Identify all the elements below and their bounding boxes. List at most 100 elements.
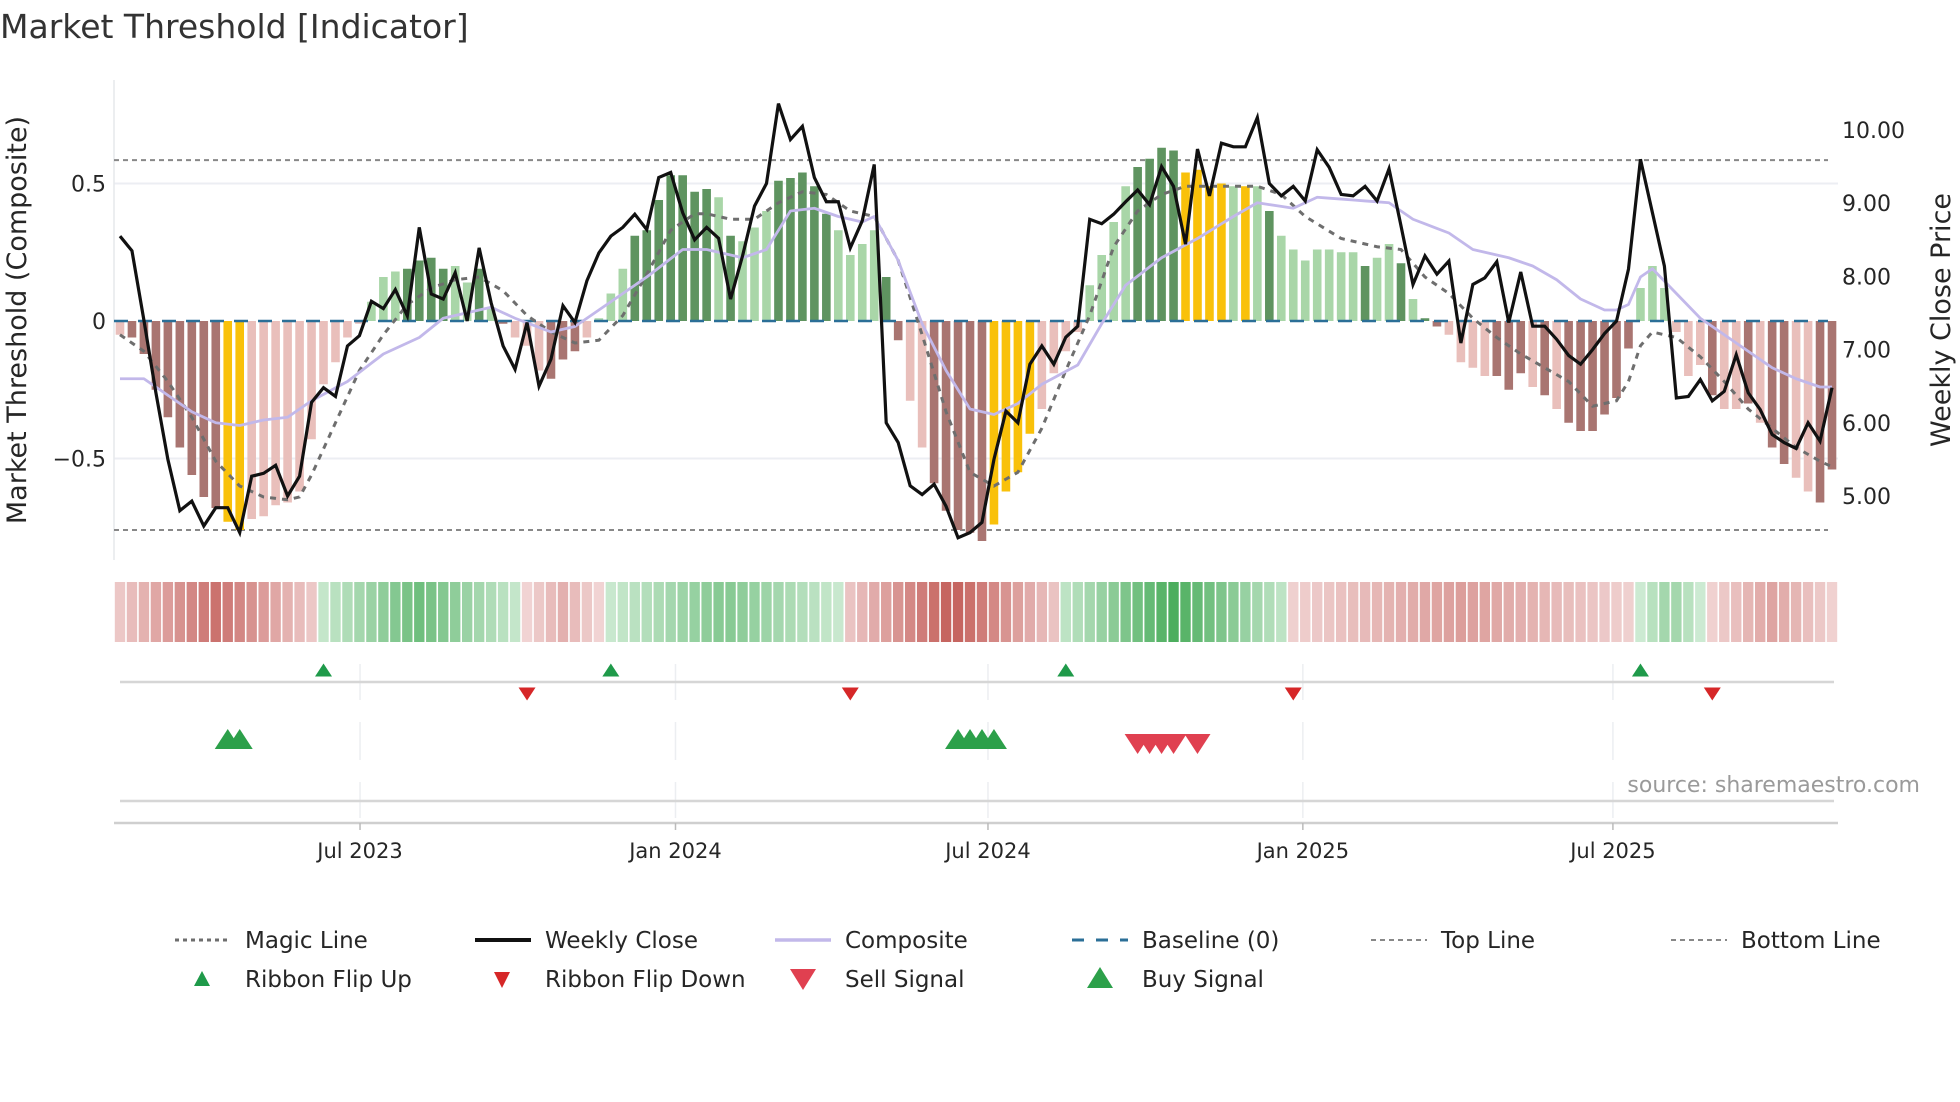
ribbon-cell [210, 582, 221, 642]
ribbon-cell [246, 582, 257, 642]
composite-bar [714, 197, 723, 321]
buy-signal-icon [226, 729, 253, 749]
composite-bar [1276, 235, 1286, 321]
composite-bar [810, 186, 819, 321]
ribbon-cell [1647, 582, 1658, 642]
composite-bar [295, 321, 304, 492]
ribbon-cell [126, 582, 138, 642]
buy-signal-legend-icon [1087, 967, 1113, 988]
composite-bar [1731, 321, 1741, 409]
ribbon-cell [653, 582, 664, 642]
composite-bar [1432, 321, 1442, 327]
composite-bar [1157, 147, 1166, 321]
composite-bar [582, 321, 592, 338]
composite-bar [1827, 321, 1837, 470]
composite-bar [271, 321, 280, 506]
ribbon-strip [114, 582, 1838, 642]
composite-bar [702, 189, 711, 321]
ribbon-cell [282, 582, 293, 642]
composite-bar [1013, 321, 1023, 473]
composite-bar [1408, 299, 1418, 321]
composite-bar [355, 321, 364, 324]
ribbon-cell [1347, 582, 1359, 642]
composite-bar [1097, 255, 1107, 321]
composite-bar [1444, 321, 1454, 335]
ribbon-cell [1288, 582, 1299, 642]
composite-bar [187, 321, 197, 475]
composite-bar [654, 200, 664, 321]
composite-bar [965, 321, 975, 533]
composite-bar [247, 321, 256, 519]
ribbon-flip-up-icon [602, 663, 620, 677]
composite-bar [139, 321, 149, 354]
y-tick-label: −0.5 [53, 448, 106, 473]
ribbon-cell [1120, 582, 1131, 642]
composite-bar [367, 301, 376, 321]
composite-bar [450, 266, 460, 321]
ribbon-cell [378, 582, 389, 642]
composite-bar [1360, 266, 1370, 321]
legend-label: Weekly Close [545, 928, 698, 954]
composite-bar [1265, 211, 1274, 321]
ribbon-cell [1204, 582, 1215, 642]
ribbon-cell [174, 582, 186, 642]
ribbon-cell [342, 582, 353, 642]
left-y-ticks: 0.5 0 −0.5 [53, 173, 106, 473]
composite-bar [1049, 321, 1059, 374]
composite-bar [1001, 321, 1011, 492]
ribbon-cell [1252, 582, 1263, 642]
ribbon-cell [186, 582, 198, 642]
composite-bar [1612, 321, 1621, 398]
x-tick-label: Jan 2024 [627, 839, 722, 863]
composite-bar [726, 235, 735, 321]
composite-bar [570, 321, 580, 352]
composite-bar [857, 244, 867, 321]
ribbon-cell [1766, 582, 1778, 642]
ribbon-cell [557, 582, 569, 642]
ribbon-cell [940, 582, 952, 642]
ribbon-cell [1180, 582, 1191, 642]
ribbon-cell [438, 582, 449, 642]
composite-bar [403, 268, 412, 321]
ribbon-cell [497, 582, 509, 642]
ribbon-cell [569, 582, 581, 642]
ribbon-cell [1599, 582, 1610, 642]
ribbon-cell [1587, 582, 1598, 642]
legend-item: Composite [775, 928, 968, 954]
composite-bar [534, 321, 544, 371]
ribbon-cell [114, 582, 126, 642]
composite-bar [307, 321, 316, 440]
composite-bar [1588, 321, 1597, 431]
composite-bar [953, 321, 963, 530]
ribbon-cell [1778, 582, 1790, 642]
composite-bar [905, 321, 915, 401]
ribbon-flip-down-icon [841, 687, 859, 701]
ribbon-cell [1455, 582, 1467, 642]
composite-bar [1085, 285, 1095, 321]
composite-bar [414, 260, 424, 321]
composite-bar [1707, 321, 1717, 396]
ribbon-cell [1407, 582, 1419, 642]
ribbon-cell [1312, 582, 1323, 642]
legend-label: Top Line [1440, 928, 1535, 954]
composite-bar [1504, 321, 1514, 390]
ribbon-cell [1228, 582, 1239, 642]
legend-item: Buy Signal [1087, 967, 1264, 993]
ribbon-cell [270, 582, 281, 642]
ribbon-cell [1168, 582, 1179, 642]
ribbon-cell [1623, 582, 1634, 642]
legend-item: Bottom Line [1671, 928, 1881, 954]
ribbon-cell [1695, 582, 1706, 642]
signal-panels [114, 664, 1838, 825]
ribbon-cell [1024, 582, 1036, 642]
ribbon-cell [1132, 582, 1143, 642]
ribbon-cell [198, 582, 209, 642]
composite-bar [1791, 321, 1801, 478]
ribbon-cell [390, 582, 401, 642]
composite-bar [666, 175, 676, 321]
ribbon-cell [306, 582, 317, 642]
composite-bar [1803, 321, 1813, 492]
ribbon-cell [737, 582, 748, 642]
ribbon-cell [402, 582, 413, 642]
ribbon-cell [1096, 582, 1107, 642]
